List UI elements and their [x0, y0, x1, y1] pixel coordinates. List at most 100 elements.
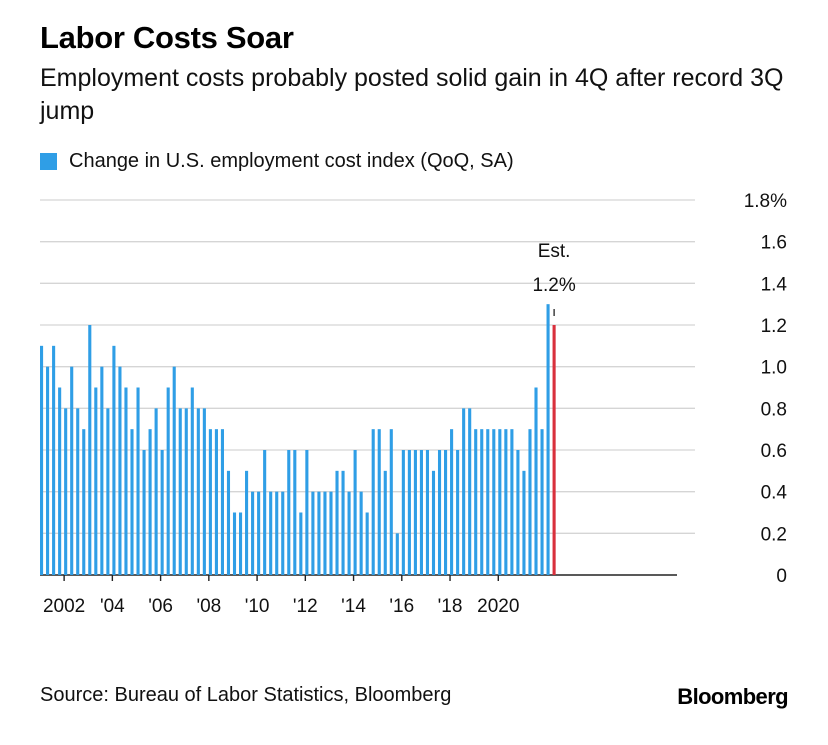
bar — [329, 491, 333, 575]
bar — [341, 470, 345, 575]
bar — [474, 429, 478, 575]
bar — [184, 408, 188, 575]
bar — [498, 429, 502, 575]
y-tick-label: 1.6 — [761, 233, 787, 254]
bar — [516, 450, 520, 575]
x-tick-label: '14 — [341, 596, 366, 617]
bar — [383, 470, 387, 575]
chart-title: Labor Costs Soar — [40, 20, 294, 55]
bar — [317, 491, 321, 575]
bar — [257, 491, 261, 575]
x-tick-label: '04 — [100, 596, 125, 617]
bar — [353, 450, 357, 575]
x-tick-label: '16 — [389, 596, 414, 617]
bar — [444, 450, 448, 575]
bar — [492, 429, 496, 575]
bar — [323, 491, 327, 575]
bar — [299, 512, 303, 575]
bar — [486, 429, 490, 575]
bar — [70, 366, 74, 575]
bar — [154, 408, 158, 575]
bars — [40, 304, 556, 575]
bar — [377, 429, 381, 575]
estimate-annotation-label: Est. — [538, 241, 571, 262]
y-tick-label: 0.2 — [761, 524, 787, 545]
bar — [208, 429, 212, 575]
bar — [214, 429, 218, 575]
bar — [540, 429, 544, 575]
bar — [160, 450, 164, 575]
bar — [88, 325, 92, 575]
bar — [305, 450, 309, 575]
x-tick-label: 2020 — [477, 596, 519, 617]
bar — [504, 429, 508, 575]
bar — [269, 491, 273, 575]
bar — [196, 408, 200, 575]
x-tick-label: '10 — [245, 596, 270, 617]
bar — [136, 387, 140, 575]
bar — [311, 491, 315, 575]
x-tick-label: 2002 — [43, 596, 85, 617]
bar — [82, 429, 86, 575]
bar — [232, 512, 237, 575]
bar — [190, 387, 194, 575]
bar — [275, 491, 279, 575]
bar — [226, 470, 231, 575]
y-tick-label: 1.2 — [761, 316, 787, 337]
y-tick-label: 0.8 — [761, 399, 787, 420]
bar — [46, 366, 50, 575]
x-tick-label: '12 — [293, 596, 318, 617]
bar — [118, 366, 122, 575]
bar — [419, 450, 423, 575]
bar — [148, 429, 152, 575]
bar — [245, 470, 249, 575]
bar — [407, 450, 411, 575]
bar — [94, 387, 98, 575]
legend: Change in U.S. employment cost index (Qo… — [40, 148, 514, 174]
bar — [468, 408, 472, 575]
bar — [534, 387, 538, 575]
bar — [112, 345, 116, 575]
bar — [52, 345, 56, 575]
bar — [480, 429, 484, 575]
y-tick-label: 1.0 — [761, 358, 787, 379]
x-tick-label: '06 — [148, 596, 173, 617]
source-note: Source: Bureau of Labor Statistics, Bloo… — [40, 684, 452, 706]
bar — [287, 450, 291, 575]
bar — [124, 387, 128, 575]
bar — [76, 408, 80, 575]
bar — [456, 450, 460, 575]
bar — [238, 512, 243, 575]
bar — [359, 491, 363, 575]
bar — [281, 491, 285, 575]
bar — [365, 512, 369, 575]
bar — [64, 408, 68, 575]
y-tick-label: 1.4 — [761, 274, 788, 295]
y-tick-label: 0.6 — [761, 441, 787, 462]
bar-chart: 0 0.2 0.4 0.6 0.8 1.0 1.2 1.4 1.6 1.8% 2002 '04 '06 '… — [40, 191, 787, 617]
bar — [401, 450, 405, 575]
bar — [462, 408, 466, 575]
bar — [437, 450, 442, 575]
bar — [335, 470, 339, 575]
x-tick-label: '08 — [196, 596, 221, 617]
chart-subtitle: Employment costs probably posted solid g… — [40, 64, 784, 125]
estimate-bar — [552, 325, 556, 575]
bar — [263, 450, 267, 575]
bar — [528, 429, 532, 575]
legend-label: Change in U.S. employment cost index (Qo… — [69, 149, 514, 172]
bar — [510, 429, 514, 575]
bar — [202, 408, 206, 575]
bar — [450, 429, 454, 575]
bar — [371, 429, 375, 575]
labels: 0 0.2 0.4 0.6 0.8 1.0 1.2 1.4 1.6 1.8% 2002 '04 '06 '… — [43, 191, 787, 617]
bar — [522, 470, 526, 575]
bar — [347, 491, 351, 575]
y-tick-label: 0 — [776, 566, 787, 587]
bar — [178, 408, 182, 575]
bar — [100, 366, 104, 575]
bar — [130, 429, 134, 575]
y-tick-label: 1.8% — [744, 191, 787, 212]
y-tick-label: 0.4 — [761, 483, 788, 504]
x-tick-label: '18 — [438, 596, 463, 617]
